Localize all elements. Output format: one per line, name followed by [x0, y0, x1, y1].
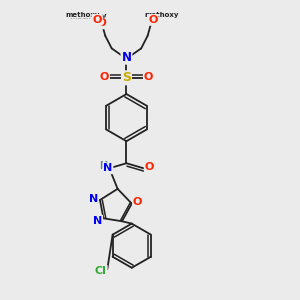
- Text: N: N: [103, 163, 112, 173]
- Text: H: H: [99, 161, 107, 171]
- Text: O: O: [148, 15, 158, 25]
- Text: S: S: [122, 71, 131, 84]
- Text: O: O: [92, 14, 102, 24]
- Text: Cl: Cl: [95, 266, 107, 276]
- Text: O: O: [100, 72, 109, 82]
- Text: O: O: [92, 15, 102, 25]
- Text: O: O: [98, 18, 106, 28]
- Text: O: O: [145, 162, 154, 172]
- Text: O: O: [144, 72, 153, 82]
- Text: methoxy: methoxy: [145, 12, 179, 18]
- Text: N: N: [93, 216, 102, 226]
- Text: N: N: [122, 51, 131, 64]
- Text: methoxy: methoxy: [69, 12, 107, 21]
- Text: N: N: [89, 194, 98, 204]
- Text: methoxy: methoxy: [65, 12, 100, 18]
- Text: O: O: [133, 197, 142, 207]
